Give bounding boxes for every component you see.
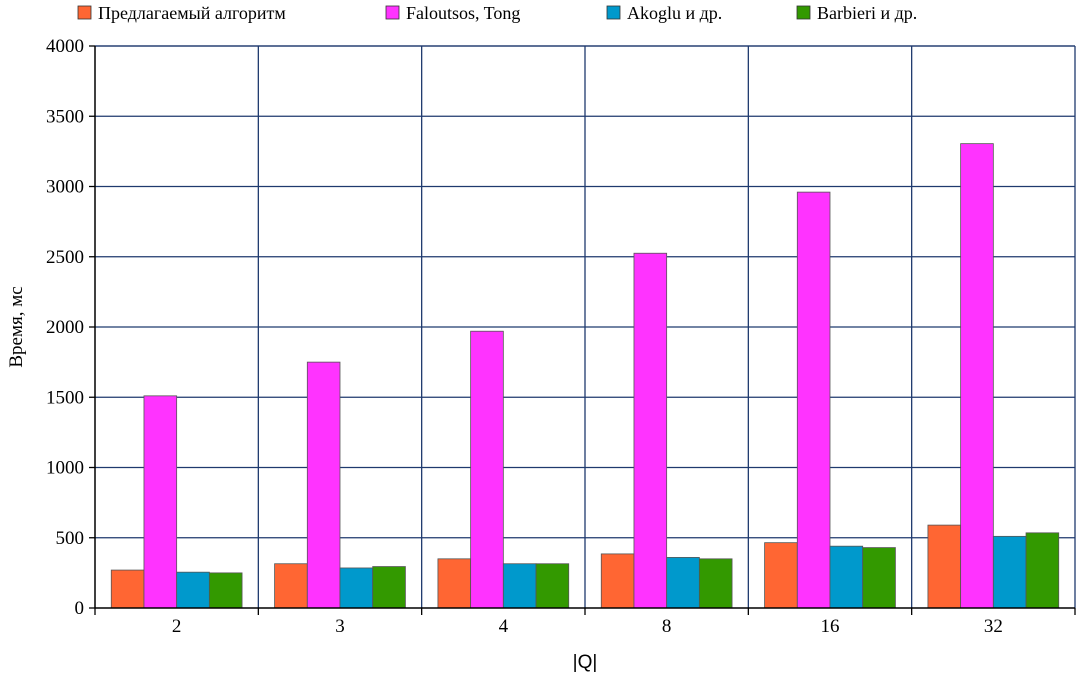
bar-3-4	[535, 563, 570, 609]
bar-0-2	[110, 569, 145, 609]
bar-1-32	[960, 143, 994, 609]
bars	[110, 143, 1060, 609]
bar-0-8	[600, 553, 635, 609]
bar-1-3	[306, 361, 341, 609]
legend-swatch-0	[77, 5, 92, 20]
axes	[89, 45, 1076, 615]
legend-swatch-1	[385, 5, 400, 20]
x-tick-label-8: 8	[662, 616, 672, 637]
y-tick-labels: 0 500 1000 1500 2000 2500 3000 3500 4000	[46, 36, 84, 619]
y-tick-label-2: 1000	[46, 458, 84, 479]
bar-0-16	[764, 542, 798, 609]
bar-3-32	[1025, 532, 1060, 609]
y-tick-label-5: 2500	[46, 247, 84, 268]
bar-3-8	[698, 558, 733, 609]
bar-1-16	[796, 191, 831, 609]
bar-2-8	[666, 557, 700, 609]
y-tick-label-3: 1500	[46, 387, 84, 408]
x-tick-labels: 2 3 4 8 16 32	[172, 616, 1003, 637]
x-axis-label: |Q|	[573, 652, 598, 673]
bar-3-3	[372, 566, 406, 609]
bar-0-3	[274, 563, 308, 609]
bar-1-8	[633, 252, 668, 609]
bar-2-4	[502, 563, 537, 609]
bar-0-32	[927, 524, 962, 609]
bar-2-32	[992, 535, 1027, 609]
legend: Предлагаемый алгоритм Faloutsos, Tong Akog…	[77, 3, 917, 23]
legend-label-0: Предлагаемый алгоритм	[98, 3, 286, 23]
legend-label-3: Barbieri и др.	[817, 3, 917, 23]
x-tick-label-16: 16	[821, 616, 840, 637]
x-tick-label-3: 3	[335, 616, 345, 637]
y-tick-label-6: 3000	[46, 177, 84, 198]
bar-0-4	[437, 558, 472, 609]
bar-1-4	[470, 330, 504, 609]
x-tick-label-2: 2	[172, 616, 182, 637]
x-tick-label-4: 4	[499, 616, 509, 637]
y-tick-label-8: 4000	[46, 36, 84, 57]
y-tick-label-1: 500	[56, 528, 85, 549]
legend-label-1: Faloutsos, Tong	[406, 3, 520, 23]
bar-2-3	[339, 567, 374, 609]
bar-3-2	[208, 572, 243, 609]
bar-2-2	[176, 571, 210, 609]
bar-1-2	[143, 395, 178, 609]
y-axis-label: Время, мс	[6, 286, 27, 367]
y-tick-label-4: 2000	[46, 317, 84, 338]
y-tick-label-7: 3500	[46, 106, 84, 127]
grid-lines	[95, 45, 1076, 608]
legend-swatch-2	[606, 5, 621, 20]
y-tick-label-0: 0	[75, 598, 85, 619]
bar-3-16	[862, 547, 896, 609]
legend-label-2: Akoglu и др.	[627, 3, 722, 23]
x-tick-label-32: 32	[984, 616, 1003, 637]
bar-2-16	[829, 545, 864, 609]
legend-swatch-3	[796, 5, 811, 20]
